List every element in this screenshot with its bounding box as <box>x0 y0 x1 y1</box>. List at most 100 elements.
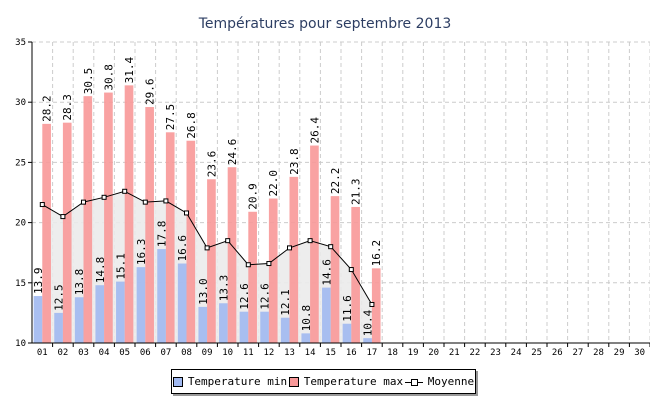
mean-marker <box>39 202 45 208</box>
x-tick-label: 18 <box>387 348 398 358</box>
max-value-label: 16.2 <box>370 240 383 267</box>
bar-max <box>268 198 278 343</box>
max-value-label: 29.6 <box>144 79 157 106</box>
bar-min <box>363 338 372 343</box>
bar-min <box>136 267 146 343</box>
x-tick-label: 03 <box>78 348 89 358</box>
bar-max <box>351 206 360 343</box>
bar-max <box>330 196 340 343</box>
min-value-label: 12.6 <box>259 283 272 310</box>
bar-min <box>95 285 105 343</box>
x-tick-label: 13 <box>284 348 295 358</box>
bar-min <box>260 311 269 343</box>
max-value-label: 31.4 <box>123 56 136 83</box>
bar-min <box>239 311 249 343</box>
x-tick-label: 09 <box>202 348 213 358</box>
mean-marker <box>184 210 189 216</box>
value-labels: 13.9 12.5 13.8 14.8 15.1 16.3 17.8 16.6 13.0 13.3… <box>32 56 383 336</box>
min-value-label: 12.6 <box>238 283 251 310</box>
bar-max <box>165 132 175 343</box>
max-value-label: 30.5 <box>82 68 95 95</box>
bar-min <box>198 306 208 343</box>
x-tick-label: 21 <box>449 348 460 358</box>
x-tick-label: 14 <box>305 348 316 358</box>
x-tick-label: 06 <box>140 348 151 358</box>
x-tick-label: 02 <box>57 348 68 358</box>
mean-marker <box>142 199 148 205</box>
x-tick-label: 27 <box>572 348 583 358</box>
min-value-label: 13.3 <box>217 275 230 302</box>
min-value-label: 13.9 <box>32 268 45 295</box>
x-tick-label: 29 <box>614 348 625 358</box>
mean-marker <box>122 188 128 194</box>
legend-item-max: Temperature max <box>288 375 403 388</box>
x-tick-label: 19 <box>408 348 419 358</box>
mean-marker <box>225 238 231 244</box>
bar-max <box>42 123 51 343</box>
min-value-label: 16.3 <box>135 239 148 266</box>
legend-swatch-min <box>172 376 183 387</box>
min-value-label: 10.8 <box>300 305 313 332</box>
max-value-label: 23.6 <box>205 151 218 178</box>
max-value-label: 22.0 <box>267 170 280 197</box>
grid <box>32 41 650 343</box>
x-tick-label: 16 <box>346 348 357 358</box>
mean-marker <box>101 194 107 200</box>
mean-marker <box>328 244 334 250</box>
bar-max <box>62 122 72 343</box>
bar-min <box>157 249 166 343</box>
y-tick-label: 25 <box>15 158 26 168</box>
bar-max <box>248 211 257 343</box>
bar-min <box>322 287 331 343</box>
min-value-label: 16.6 <box>176 235 189 262</box>
x-tick-label: 22 <box>469 348 480 358</box>
max-value-label: 24.6 <box>226 139 239 166</box>
y-tick-label: 35 <box>15 38 26 48</box>
min-value-label: 13.8 <box>73 269 86 296</box>
min-value-label: 14.8 <box>94 257 107 284</box>
bar-max <box>371 268 381 343</box>
bar-max <box>104 92 113 344</box>
max-value-label: 20.9 <box>247 183 260 210</box>
x-tick-label: 04 <box>99 348 110 358</box>
bar-min <box>342 323 352 343</box>
bar-min <box>33 296 43 343</box>
mean-marker <box>307 238 313 244</box>
max-value-label: 26.4 <box>308 117 321 144</box>
legend-swatch-max <box>288 376 299 387</box>
x-tick-label: 30 <box>634 348 645 358</box>
x-tick-label: 15 <box>325 348 336 358</box>
mean-marker <box>266 261 272 267</box>
bar-min <box>116 281 125 343</box>
min-value-label: 13.0 <box>197 278 210 305</box>
mean-marker <box>60 214 66 220</box>
y-tick-label: 30 <box>15 98 26 108</box>
bar-max <box>124 85 134 344</box>
min-value-label: 17.8 <box>156 221 169 248</box>
bar-max <box>310 145 319 343</box>
bar-min <box>54 312 63 343</box>
bar-min <box>280 317 290 343</box>
x-tick-label: 10 <box>222 348 233 358</box>
bar-max <box>186 140 196 343</box>
x-tick-label: 20 <box>428 348 439 358</box>
bar-max <box>207 179 216 343</box>
y-tick-label: 15 <box>15 279 26 289</box>
x-tick-label: 26 <box>552 348 563 358</box>
max-value-label: 30.8 <box>102 64 115 90</box>
legend-label-mean: Moyenne <box>427 375 475 388</box>
min-value-label: 15.1 <box>114 253 127 280</box>
bar-min <box>177 263 187 343</box>
min-value-label: 14.6 <box>320 259 333 286</box>
bars <box>33 85 381 344</box>
x-tick-label: 28 <box>593 348 604 358</box>
x-tick-label: 12 <box>263 348 274 358</box>
axes: 10 15 20 25 30 35 01 02 03 04 05 06 07 08 09 10 11 12 13 14… <box>15 38 650 358</box>
min-value-label: 10.4 <box>362 309 375 336</box>
x-tick-label: 08 <box>181 348 192 358</box>
mean-marker <box>163 198 169 204</box>
x-tick-label: 05 <box>119 348 130 358</box>
x-tick-label: 01 <box>37 348 48 358</box>
